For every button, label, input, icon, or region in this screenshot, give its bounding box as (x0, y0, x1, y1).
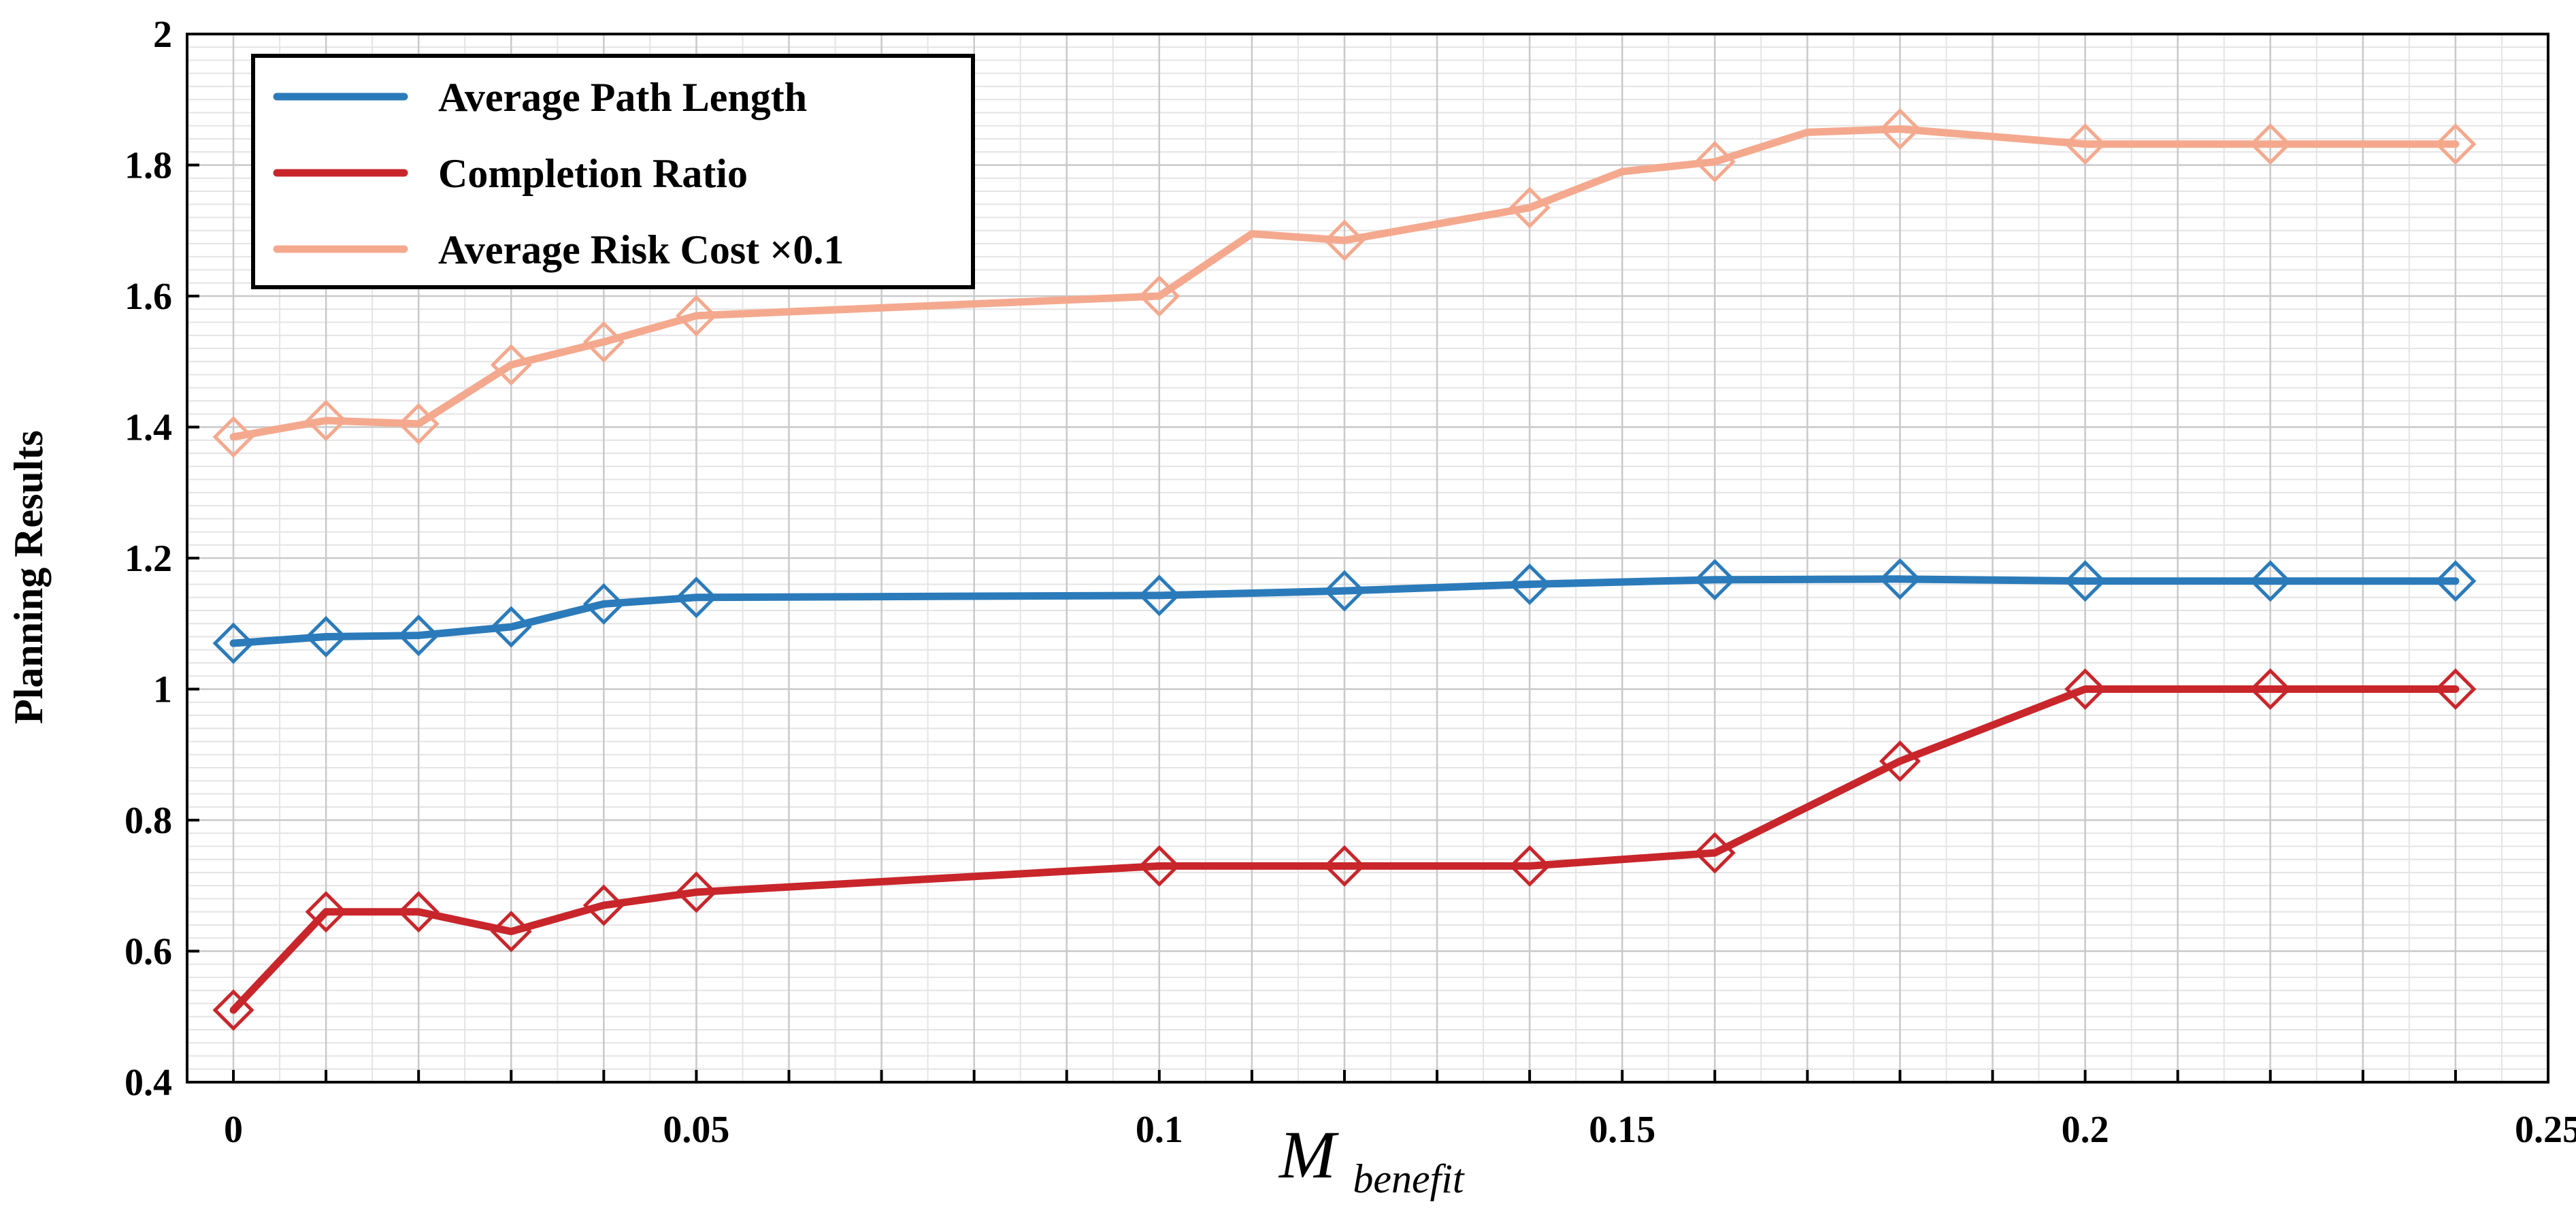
data-point-marker (397, 615, 440, 657)
data-point-marker (490, 606, 532, 648)
y-tick-label: 2 (153, 14, 172, 56)
legend-label: Completion Ratio (438, 151, 748, 196)
data-point-marker (675, 871, 717, 913)
data-point-marker (305, 400, 347, 442)
series-0 (212, 558, 2477, 664)
data-point-marker (1694, 141, 1736, 183)
axes: 0 0.05 0.1 0.15 0.2 0.25 0.4 0.6 0.8 1 1.2 1.4 1.6 1.… (125, 14, 2576, 1151)
data-point-marker (582, 884, 625, 926)
data-point-marker (675, 576, 717, 619)
x-axis-label-main: M (1278, 1117, 1339, 1192)
x-tick-label: 0.2 (2062, 1109, 2109, 1151)
data-point-marker (305, 615, 347, 658)
x-tick-label: 0.25 (2515, 1109, 2576, 1151)
data-point-marker (1508, 845, 1551, 887)
data-point-marker (2064, 560, 2107, 602)
data-point-marker (397, 403, 440, 445)
data-point-marker (305, 891, 347, 933)
data-point-marker (1138, 574, 1180, 617)
data-point-marker (1879, 558, 1921, 600)
axis-labels: Planning Results M benefit (6, 430, 1465, 1201)
data-point-marker (2249, 668, 2292, 711)
data-point-marker (2434, 668, 2477, 711)
y-tick-label: 0.6 (125, 931, 172, 973)
x-tick-label: 0 (224, 1109, 243, 1151)
data-point-marker (1879, 740, 1921, 782)
data-point-marker (2064, 123, 2107, 165)
data-point-marker (1138, 275, 1180, 317)
data-point-marker (1138, 845, 1180, 887)
x-tick-label: 0.05 (663, 1109, 729, 1151)
legend: Average Path Length Completion Ratio Avera… (251, 54, 975, 289)
data-point-marker (1323, 570, 1366, 612)
x-axis-label: M benefit (1278, 1117, 1465, 1201)
data-point-marker (2434, 560, 2477, 602)
y-tick-label: 1.4 (125, 407, 172, 449)
series-2 (212, 108, 2477, 458)
data-point-marker (1323, 845, 1366, 887)
data-point-marker (1323, 219, 1366, 261)
y-tick-label: 0.8 (125, 800, 172, 842)
data-point-marker (2249, 560, 2292, 602)
y-tick-label: 0.4 (125, 1062, 172, 1104)
data-point-marker (1508, 563, 1551, 606)
data-point-marker (490, 911, 532, 953)
legend-label: Average Risk Cost ×0.1 (438, 227, 844, 272)
data-point-marker (2249, 123, 2292, 165)
y-tick-label: 1.6 (125, 276, 172, 318)
data-point-marker (582, 321, 625, 363)
series-line (229, 125, 2460, 441)
y-tick-label: 1.2 (125, 538, 172, 580)
data-point-marker (1694, 832, 1736, 874)
x-axis-label-subscript: benefit (1353, 1156, 1465, 1201)
data-point-marker (397, 891, 440, 933)
data-point-marker (212, 989, 254, 1031)
x-tick-label: 0.1 (1136, 1109, 1183, 1151)
y-tick-label: 1.8 (125, 145, 172, 187)
data-point-marker (582, 583, 625, 625)
data-point-marker (675, 295, 717, 337)
data-point-marker (2434, 123, 2477, 165)
data-point-marker (212, 622, 254, 664)
series-1 (212, 668, 2477, 1031)
y-tick-label: 1 (153, 669, 172, 711)
data-point-marker (2064, 668, 2107, 711)
data-point-marker (1508, 186, 1551, 229)
y-axis-label: Planning Results (6, 430, 51, 724)
data-point-marker (1694, 559, 1736, 601)
legend-label: Average Path Length (438, 75, 807, 120)
data-point-marker (212, 416, 254, 458)
x-tick-label: 0.15 (1589, 1109, 1655, 1151)
data-point-marker (1879, 108, 1921, 150)
data-point-marker (490, 344, 532, 386)
series-group (212, 108, 2477, 1031)
